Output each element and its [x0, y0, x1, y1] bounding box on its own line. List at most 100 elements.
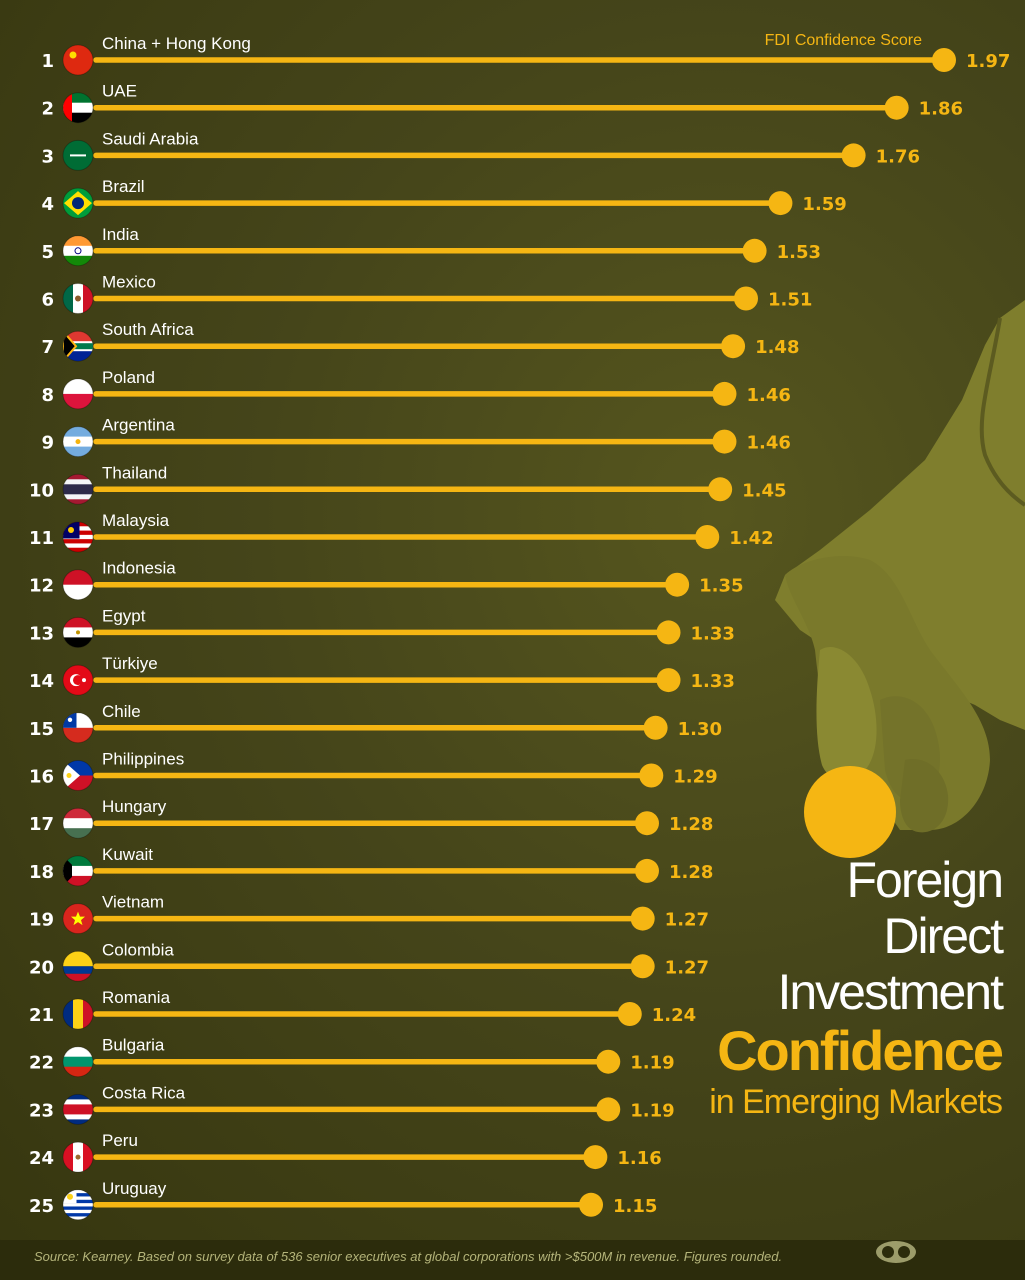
title-line-4: Confidence	[717, 1019, 1004, 1082]
chart-row: 25 Uruguay 1.15	[29, 1179, 657, 1221]
uae-flag-icon	[62, 92, 94, 124]
bar-marker	[932, 48, 956, 72]
rank-label: 10	[29, 480, 54, 501]
rank-label: 5	[41, 242, 54, 263]
egypt-flag-icon	[62, 616, 94, 648]
chart-row: 4 Brazil 1.59	[41, 177, 847, 219]
category-label: Uruguay	[102, 1179, 167, 1198]
value-label: 1.33	[691, 671, 735, 692]
malaysia-flag-icon	[62, 521, 94, 553]
value-label: 1.46	[746, 433, 790, 454]
indonesia-flag-icon	[62, 569, 94, 601]
coin	[804, 766, 896, 858]
value-label: 1.15	[613, 1196, 657, 1217]
category-label: China + Hong Kong	[102, 34, 251, 53]
rank-label: 2	[41, 99, 54, 120]
category-label: Vietnam	[102, 893, 164, 912]
rank-label: 17	[29, 814, 54, 835]
bar-marker	[721, 334, 746, 359]
category-label: Philippines	[102, 750, 184, 769]
value-label: 1.48	[755, 337, 799, 358]
category-label: Chile	[102, 702, 141, 721]
philippines-flag-icon	[62, 760, 94, 791]
value-label: 1.42	[729, 528, 773, 549]
rank-label: 12	[29, 576, 54, 597]
value-label: 1.28	[669, 814, 713, 835]
bar-marker	[634, 811, 659, 836]
category-label: UAE	[102, 82, 137, 101]
chart-row: 15 Chile 1.30	[29, 702, 722, 744]
bar-marker	[596, 1049, 621, 1074]
chart-row: 10 Thailand 1.45	[29, 463, 787, 505]
chart-row: 11 Malaysia 1.42	[29, 511, 774, 553]
rank-label: 19	[29, 910, 54, 931]
value-label: 1.46	[746, 385, 790, 406]
bar-marker	[656, 620, 681, 645]
rank-label: 13	[29, 623, 54, 644]
value-label: 1.19	[630, 1100, 674, 1121]
category-label: Peru	[102, 1131, 138, 1150]
rank-label: 9	[41, 433, 54, 454]
category-label: Poland	[102, 368, 155, 387]
chart-row: 24 Peru 1.16	[29, 1131, 662, 1173]
bar-marker	[712, 429, 737, 454]
hand-outline	[979, 317, 1025, 507]
rank-label: 22	[29, 1053, 54, 1074]
bar-marker	[768, 191, 793, 216]
uruguay-flag-icon	[62, 1189, 94, 1221]
rank-label: 8	[41, 385, 54, 406]
colombia-flag-icon	[62, 950, 94, 982]
value-label: 1.28	[669, 862, 713, 883]
bar-marker	[617, 1002, 642, 1026]
bulgaria-flag-icon	[62, 1046, 94, 1078]
category-label: Romania	[102, 988, 171, 1007]
mexico-flag-icon	[62, 283, 94, 314]
category-label: Malaysia	[102, 511, 170, 530]
chart-row: 19 Vietnam 1.27	[29, 893, 709, 935]
bar-marker	[643, 715, 668, 740]
rank-label: 18	[29, 862, 54, 883]
rank-label: 1	[41, 51, 54, 72]
chart-row: 18 Kuwait 1.28	[29, 845, 713, 887]
bar-marker	[583, 1145, 608, 1170]
hand-finger-2	[900, 759, 949, 833]
bar-marker	[630, 906, 655, 931]
chart-row: 20 Colombia 1.27	[29, 940, 709, 982]
saudi-arabia-flag-icon	[62, 139, 94, 171]
chart-row: 6 Mexico 1.51	[41, 273, 812, 314]
chart-row: 16 Philippines 1.29	[29, 750, 718, 791]
category-label: Egypt	[102, 606, 146, 625]
chart-row: 12 Indonesia 1.35	[29, 559, 744, 601]
category-label: Thailand	[102, 463, 167, 482]
value-label: 1.30	[678, 719, 722, 740]
publisher-logo-icon	[876, 1241, 916, 1263]
title-line-5: in Emerging Markets	[709, 1083, 1003, 1121]
chart-row: 17 Hungary 1.28	[29, 797, 713, 839]
category-label: Indonesia	[102, 559, 176, 578]
rank-label: 23	[29, 1100, 54, 1121]
chart-row: 23 Costa Rica 1.19	[29, 1083, 675, 1125]
bar-marker	[712, 381, 737, 406]
chart-row: 7 South Africa 1.48	[41, 320, 799, 362]
value-label: 1.51	[768, 290, 812, 311]
hungary-flag-icon	[62, 807, 94, 839]
vietnam-flag-icon	[62, 903, 94, 935]
bar-marker	[742, 238, 767, 263]
chart-row: 5 India 1.53	[41, 225, 821, 267]
value-label: 1.16	[617, 1148, 661, 1169]
value-label: 1.45	[742, 480, 786, 501]
chart-row: 14 Türkiye 1.33	[29, 654, 735, 696]
title-line-1: Foreign	[846, 852, 1004, 908]
value-label: 1.33	[691, 623, 735, 644]
bar-marker	[665, 572, 690, 597]
peru-flag-icon	[62, 1141, 94, 1173]
chart-title: Foreign Direct Investment Confidence in …	[690, 852, 1004, 1122]
chart-row: 9 Argentina 1.46	[41, 416, 791, 458]
bar-marker	[634, 858, 659, 883]
bar-marker	[884, 95, 909, 120]
hand-thumb	[816, 646, 877, 781]
category-label: Brazil	[102, 177, 145, 196]
chart-row: 21 Romania 1.24	[29, 988, 696, 1030]
india-flag-icon	[62, 235, 94, 267]
